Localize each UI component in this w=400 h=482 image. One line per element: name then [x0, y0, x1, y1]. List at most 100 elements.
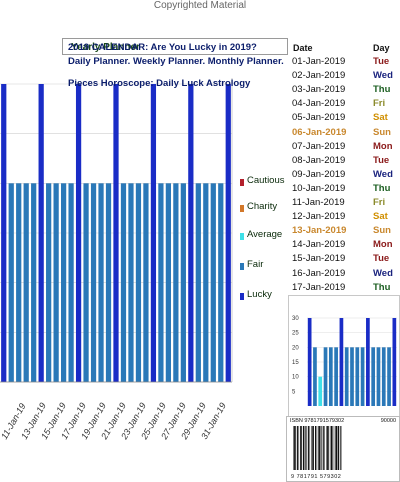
chart-bar	[113, 84, 119, 382]
mini-bar-chart: 30 25 20 15 10 5	[292, 316, 397, 406]
table-row-day: Tue	[373, 253, 390, 265]
table-row-date: 08-Jan-2019	[292, 154, 346, 166]
chart-bar	[31, 183, 37, 382]
barcode: ISBN 9781791579302 90000 9 781791 579302	[286, 416, 400, 482]
chart-bar	[8, 183, 14, 382]
table-row-date: 05-Jan-2019	[292, 112, 346, 124]
mini-y-tick: 25	[292, 331, 299, 337]
main-bar-chart: 11-Jan-1913-Jan-1915-Jan-1917-Jan-1919-J…	[0, 78, 233, 442]
table-row-day: Wed	[373, 168, 393, 180]
barcode-bar	[320, 426, 322, 470]
chart-bar	[150, 84, 157, 382]
chart-bar	[120, 183, 127, 382]
chart-bar	[23, 183, 29, 382]
mini-chart-bar	[381, 347, 386, 406]
table-row-day: Fri	[373, 98, 386, 110]
legend-label: Cautious	[247, 175, 285, 186]
mini-chart-bar	[344, 347, 349, 406]
chart-bar	[210, 183, 216, 382]
barcode-bar	[302, 426, 304, 470]
barcode-bar	[329, 426, 331, 470]
barcode-bar	[318, 426, 320, 470]
mini-chart-bar	[387, 347, 391, 406]
chart-bar	[173, 183, 179, 382]
legend-item-charity: Charity	[235, 201, 295, 215]
table-header-day: Day	[373, 43, 390, 53]
table-row-day: Wed	[373, 267, 393, 279]
legend-item-lucky: Lucky	[235, 289, 295, 303]
mini-chart-bar	[339, 318, 344, 406]
copyright-text: Copyrighted Material	[153, 0, 247, 11]
mini-chart-bar	[307, 318, 312, 406]
mini-chart-bar	[318, 376, 323, 406]
legend-label: Charity	[247, 201, 278, 212]
chart-bar	[16, 183, 22, 382]
barcode-bar	[316, 426, 318, 470]
barcode-bar	[340, 426, 342, 470]
chart-bar	[165, 183, 172, 382]
mini-chart-bar	[313, 347, 317, 406]
price-code: 90000	[380, 418, 396, 424]
chart-bar	[218, 183, 224, 382]
planner-title: Yearly Planner	[62, 38, 288, 55]
isbn-digits: 9 781791 579302	[291, 474, 342, 480]
mini-chart-bar	[371, 347, 376, 406]
table-row-day: Sat	[373, 211, 388, 223]
mini-chart-bar	[360, 347, 365, 406]
table-row-date: 01-Jan-2019	[292, 56, 346, 67]
table-row-day: Fri	[373, 197, 386, 208]
barcode-bar	[322, 426, 324, 470]
chart-bar	[195, 183, 201, 382]
barcode-bar	[306, 426, 307, 470]
barcode-bar	[335, 426, 337, 470]
barcode-bar	[298, 426, 300, 470]
barcode-bar	[333, 426, 335, 470]
chart-bar	[90, 183, 97, 382]
chart-bar	[143, 183, 149, 382]
table-row-date: 02-Jan-2019	[292, 70, 346, 82]
barcode-bar	[326, 426, 327, 470]
chart-bar	[135, 183, 142, 382]
table-row-date: 12-Jan-2019	[292, 211, 346, 223]
mini-chart-bar	[323, 347, 328, 406]
legend-swatch	[240, 179, 244, 186]
barcode-bar	[311, 426, 312, 470]
table-row-day: Sun	[373, 126, 391, 138]
mini-chart-bar	[376, 347, 381, 406]
chart-bar	[128, 183, 134, 382]
chart-bar	[225, 84, 231, 382]
table-row-day: Mon	[373, 239, 393, 251]
barcode-bar	[324, 426, 325, 470]
barcode-bar	[300, 426, 302, 470]
chart-bar	[53, 183, 59, 382]
chart-bar	[75, 84, 82, 382]
legend-label: Lucky	[247, 289, 272, 300]
chart-bar	[158, 183, 164, 382]
table-row-date: 07-Jan-2019	[292, 140, 346, 152]
legend-label: Average	[247, 229, 283, 240]
mini-chart-bar	[355, 347, 360, 406]
table-row-day: Thu	[373, 182, 391, 194]
barcode-bar	[304, 426, 306, 470]
chart-bar	[180, 183, 186, 382]
chart-bar	[203, 183, 209, 382]
mini-y-tick: 5	[292, 389, 296, 395]
barcode-bar	[330, 426, 333, 470]
barcode-bar	[307, 426, 309, 470]
table-row-day: Tue	[373, 154, 390, 166]
table-row-day: Sat	[373, 112, 388, 124]
mini-y-tick: 20	[292, 345, 299, 351]
table-row-date: 06-Jan-2019	[292, 126, 347, 138]
isbn-label: ISBN 9781791579302	[290, 418, 345, 424]
barcode-bar	[337, 426, 340, 470]
headline-2: Daily Planner. Weekly Planner. Monthly P…	[68, 56, 284, 67]
legend-swatch	[240, 263, 244, 270]
mini-y-tick: 10	[292, 375, 299, 381]
table-row-date: 09-Jan-2019	[292, 168, 346, 180]
table-row-day: Sun	[373, 225, 391, 237]
table-row-day: Mon	[373, 140, 393, 152]
chart-bar	[68, 183, 74, 382]
mini-y-tick: 15	[292, 360, 299, 366]
mini-chart-bar	[334, 347, 338, 406]
table-row-date: 14-Jan-2019	[292, 239, 346, 251]
